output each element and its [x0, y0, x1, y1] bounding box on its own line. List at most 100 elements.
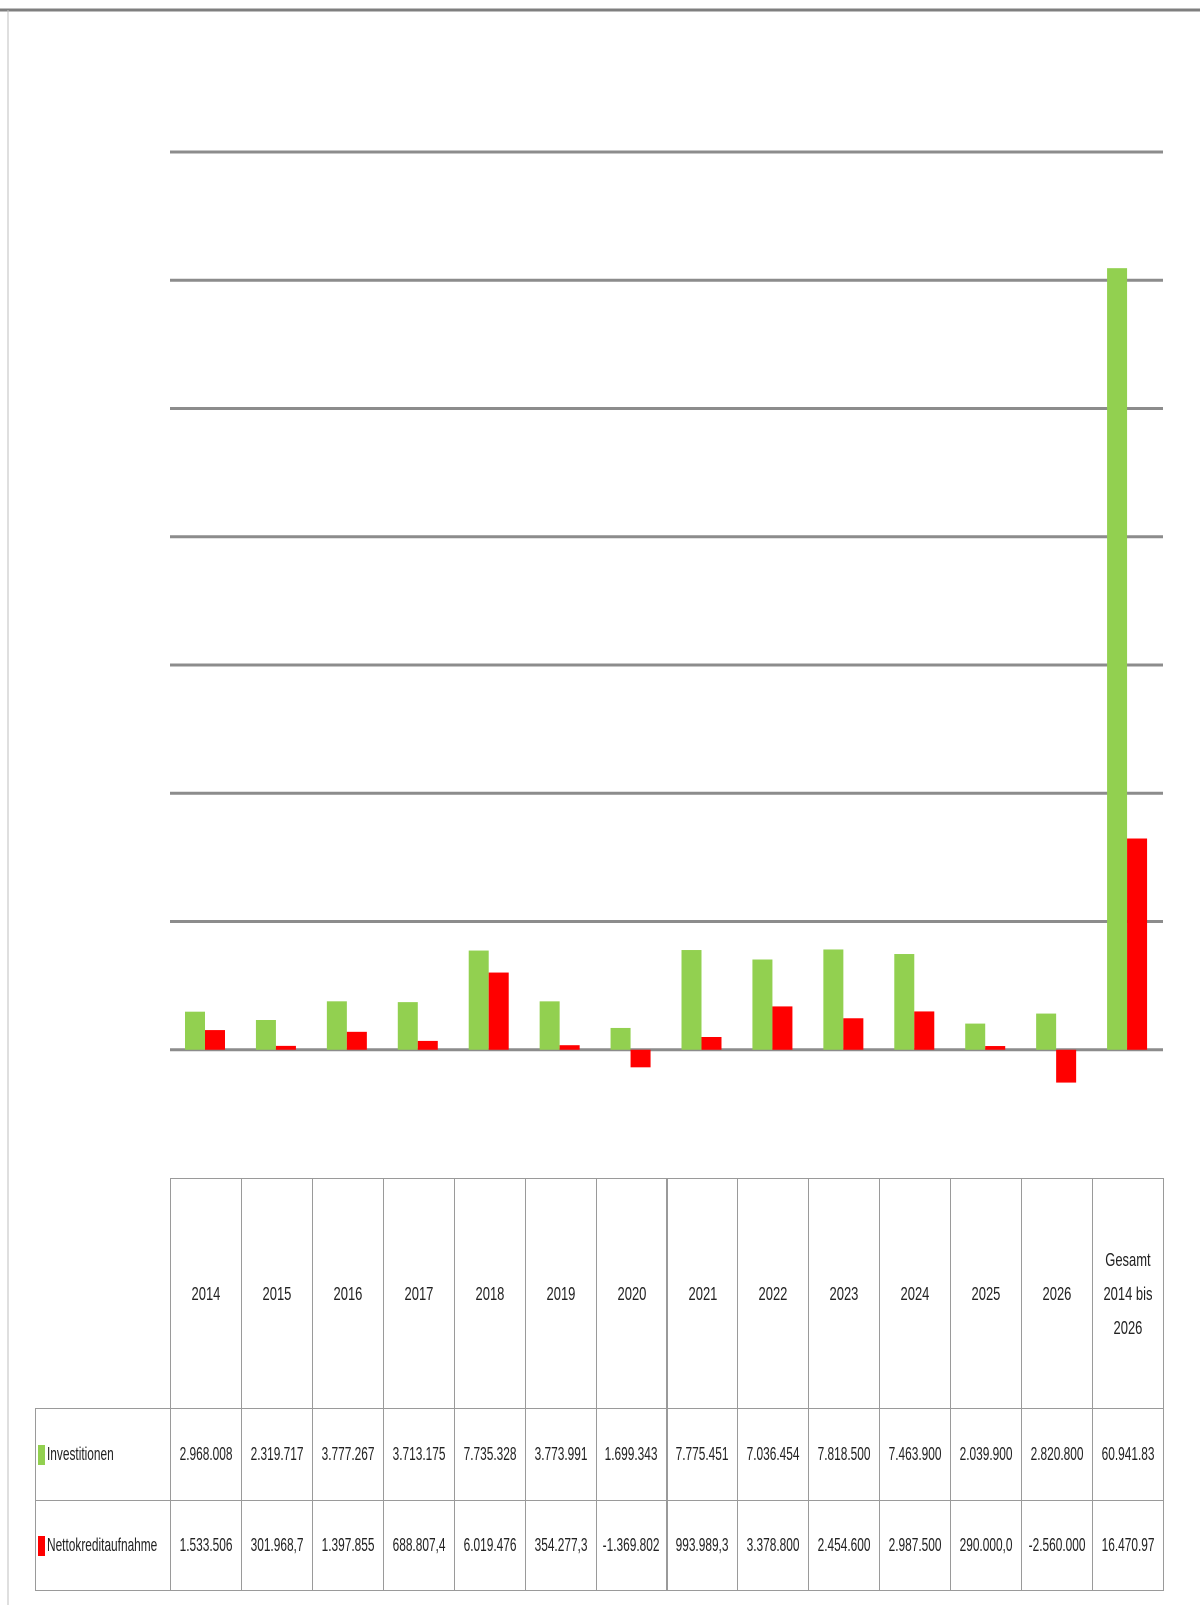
- value-label: -1.369.802: [603, 1535, 660, 1555]
- bar: [1127, 838, 1148, 1050]
- category-label: 2024: [900, 1283, 930, 1304]
- bar: [894, 954, 915, 1050]
- table-value-cell: 2.319.717: [240, 1408, 313, 1501]
- table-value-cell: 1.699.343: [595, 1408, 668, 1501]
- category-label: 2019: [546, 1283, 576, 1304]
- legend-label: Nettokreditaufnahme: [47, 1535, 158, 1555]
- bar: [539, 1001, 560, 1050]
- bar: [965, 1023, 986, 1050]
- bar: [752, 959, 773, 1050]
- value-label: 3.777.267: [321, 1444, 375, 1464]
- value-label: 2.987.500: [888, 1535, 942, 1555]
- table-header-cell: 2023: [808, 1178, 881, 1409]
- table-value-cell: 7.735.328: [453, 1408, 526, 1501]
- value-label: -2.560.000: [1028, 1535, 1086, 1555]
- table-value-cell: 7.463.900: [879, 1408, 952, 1501]
- table-value-cell: 3.378.800: [737, 1500, 810, 1591]
- table-header-cell: 2025: [950, 1178, 1023, 1409]
- bar: [275, 1045, 296, 1050]
- bar: [205, 1030, 225, 1050]
- value-label: 7.463.900: [888, 1444, 942, 1464]
- legend-key: [38, 1535, 45, 1556]
- category-label: 2022: [758, 1283, 788, 1304]
- value-label: 7.818.500: [817, 1444, 871, 1464]
- value-label: 7.775.451: [676, 1444, 729, 1464]
- category-label: Gesamt 2014 bis 2026: [1103, 1249, 1153, 1338]
- table-header-cell: 2015: [240, 1178, 313, 1409]
- bar: [843, 1018, 864, 1050]
- value-label: 2.319.717: [250, 1444, 304, 1464]
- table-value-cell: 7.036.454: [737, 1408, 810, 1501]
- table-header-cell: 2016: [311, 1178, 384, 1409]
- table-value-cell: 3.773.991: [524, 1408, 597, 1501]
- value-label: 688.807,4: [392, 1535, 446, 1555]
- bar: [559, 1045, 580, 1050]
- value-label: 1.699.343: [605, 1444, 658, 1464]
- value-label: 3.773.991: [534, 1444, 588, 1464]
- bar: [185, 1011, 205, 1050]
- value-label: 60.941.83: [1101, 1444, 1155, 1464]
- table-header-cell: 2017: [382, 1178, 455, 1409]
- table-value-cell: -1.369.802: [595, 1500, 668, 1591]
- value-label: 290.000,0: [959, 1535, 1013, 1555]
- legend-row-header: Investitionen: [35, 1408, 171, 1501]
- bar: [326, 1001, 347, 1050]
- value-label: 2.454.600: [817, 1535, 871, 1555]
- table-value-cell: 7.818.500: [808, 1408, 881, 1501]
- table-value-cell: 2.987.500: [879, 1500, 952, 1591]
- category-label: 2015: [262, 1283, 292, 1304]
- bar: [346, 1031, 367, 1050]
- bar: [630, 1049, 651, 1068]
- value-label: 16.470.97: [1101, 1535, 1155, 1555]
- bar: [397, 1002, 418, 1050]
- category-label: 2018: [475, 1283, 505, 1304]
- category-label: 2017: [404, 1283, 434, 1304]
- table-value-cell: 2.039.900: [950, 1408, 1023, 1501]
- bar: [823, 949, 844, 1050]
- bar: [610, 1027, 631, 1050]
- table-value-cell: 3.777.267: [311, 1408, 384, 1501]
- table-value-cell: 1.397.855: [311, 1500, 384, 1591]
- value-label: 354.277,3: [534, 1535, 588, 1555]
- table-header-cell: 2020: [595, 1178, 668, 1409]
- table-value-cell: 993.989,3: [666, 1500, 739, 1591]
- category-label: 2016: [333, 1283, 363, 1304]
- bar: [488, 972, 509, 1050]
- table-header-cell: 2021: [666, 1178, 739, 1409]
- category-label: 2020: [617, 1283, 646, 1304]
- value-label: 2.820.800: [1030, 1444, 1084, 1464]
- category-label: 2025: [971, 1283, 1001, 1304]
- table-value-cell: 688.807,4: [382, 1500, 455, 1591]
- value-label: 3.713.175: [392, 1444, 446, 1464]
- bar: [772, 1006, 793, 1050]
- table-header-cell: 2018: [453, 1178, 526, 1409]
- value-label: 7.036.454: [746, 1444, 800, 1464]
- table-value-cell: 16.470.97: [1092, 1500, 1164, 1591]
- value-label: 301.968,7: [250, 1535, 304, 1555]
- legend-row-header: Nettokreditaufnahme: [35, 1500, 171, 1591]
- category-label: 2026: [1042, 1283, 1072, 1304]
- bar: [681, 950, 702, 1050]
- value-label: 1.533.506: [179, 1535, 233, 1555]
- table-value-cell: 290.000,0: [950, 1500, 1023, 1591]
- value-label: 3.378.800: [746, 1535, 800, 1555]
- table-value-cell: 1.533.506: [170, 1500, 242, 1591]
- bar: [468, 950, 489, 1050]
- bar: [1056, 1049, 1077, 1083]
- table-header-cell: Gesamt 2014 bis 2026: [1092, 1178, 1164, 1409]
- table-value-cell: 2.820.800: [1021, 1408, 1094, 1501]
- table-header-cell: 2026: [1021, 1178, 1094, 1409]
- table-header-cell: 2014: [170, 1178, 242, 1409]
- value-label: 6.019.476: [463, 1535, 517, 1555]
- value-label: 1.397.855: [321, 1535, 375, 1555]
- bar: [914, 1011, 935, 1050]
- category-label: 2014: [191, 1283, 221, 1304]
- table-value-cell: 7.775.451: [666, 1408, 739, 1501]
- table-value-cell: 6.019.476: [453, 1500, 526, 1591]
- bar: [1036, 1013, 1057, 1050]
- bar: [417, 1040, 438, 1050]
- table-value-cell: 2.454.600: [808, 1500, 881, 1591]
- table-value-cell: 2.968.008: [170, 1408, 242, 1501]
